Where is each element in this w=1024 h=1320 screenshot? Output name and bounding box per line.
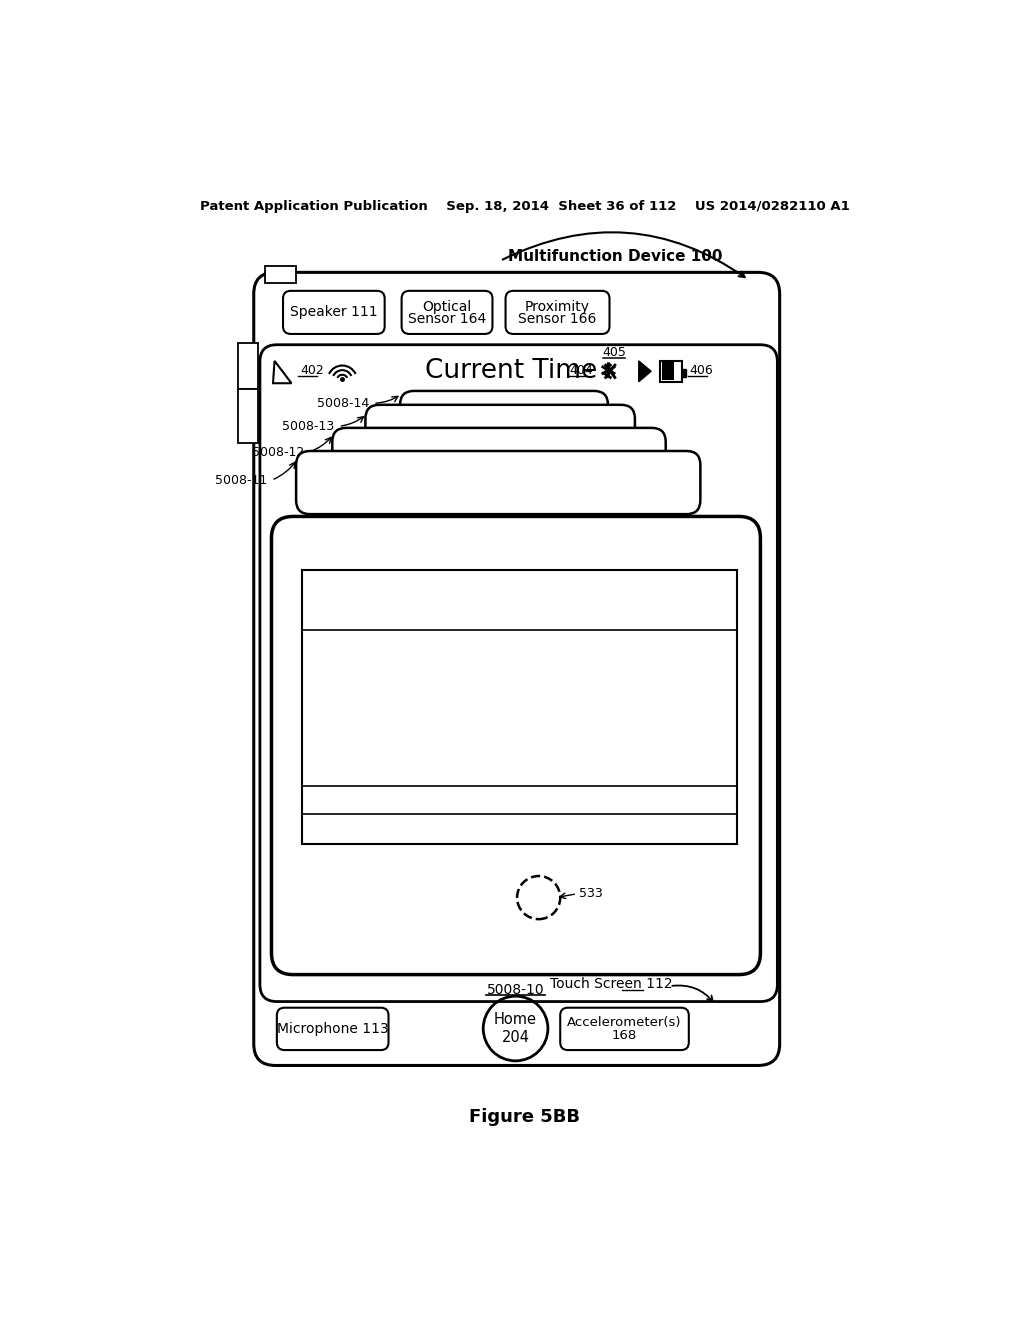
Bar	[301, 570, 737, 843]
Text: 405: 405	[602, 346, 626, 359]
Text: Speaker 111: Speaker 111	[290, 305, 378, 319]
Text: ∗: ∗	[597, 359, 618, 383]
Bar	[662, 363, 674, 380]
Text: Home
204: Home 204	[494, 1012, 537, 1044]
Polygon shape	[639, 360, 651, 381]
Text: 533: 533	[579, 887, 602, 900]
Text: Microphone 113: Microphone 113	[276, 1022, 388, 1036]
Text: 5008-11: 5008-11	[215, 474, 267, 487]
FancyBboxPatch shape	[271, 516, 761, 974]
Text: 208: 208	[242, 404, 255, 428]
Text: 5008-13: 5008-13	[283, 420, 335, 433]
Text: Touch Screen 112: Touch Screen 112	[550, 977, 673, 991]
FancyBboxPatch shape	[506, 290, 609, 334]
Text: Optical: Optical	[423, 300, 472, 314]
Text: 5008-14: 5008-14	[317, 397, 370, 409]
FancyBboxPatch shape	[283, 290, 385, 334]
FancyBboxPatch shape	[333, 428, 666, 478]
Bar	[265, 267, 296, 284]
Bar	[239, 343, 258, 389]
FancyBboxPatch shape	[366, 405, 635, 449]
FancyBboxPatch shape	[400, 391, 608, 424]
Text: Accelerometer(s): Accelerometer(s)	[567, 1016, 682, 1030]
Text: 406: 406	[689, 363, 714, 376]
Text: 208: 208	[242, 354, 255, 379]
FancyBboxPatch shape	[254, 272, 779, 1065]
Text: Multifunction Device 100: Multifunction Device 100	[508, 249, 722, 264]
Text: Proximity: Proximity	[525, 300, 590, 314]
Text: 168: 168	[612, 1028, 637, 1041]
Text: Figure 5BB: Figure 5BB	[469, 1107, 581, 1126]
FancyBboxPatch shape	[260, 345, 777, 1002]
Text: Sensor 164: Sensor 164	[408, 313, 486, 326]
Text: 5008-10: 5008-10	[486, 983, 545, 997]
Text: Sensor 166: Sensor 166	[518, 313, 597, 326]
FancyBboxPatch shape	[296, 451, 700, 515]
FancyBboxPatch shape	[560, 1007, 689, 1051]
FancyBboxPatch shape	[276, 1007, 388, 1051]
Text: 206: 206	[267, 267, 294, 281]
Text: Patent Application Publication    Sep. 18, 2014  Sheet 36 of 112    US 2014/0282: Patent Application Publication Sep. 18, …	[200, 199, 850, 213]
FancyBboxPatch shape	[660, 360, 682, 381]
Text: 402: 402	[300, 363, 324, 376]
FancyBboxPatch shape	[401, 290, 493, 334]
Bar	[239, 389, 258, 444]
Text: 404: 404	[569, 363, 593, 376]
Text: 5008-12: 5008-12	[252, 446, 304, 459]
Bar	[682, 370, 686, 378]
Text: Current Time: Current Time	[425, 358, 597, 384]
